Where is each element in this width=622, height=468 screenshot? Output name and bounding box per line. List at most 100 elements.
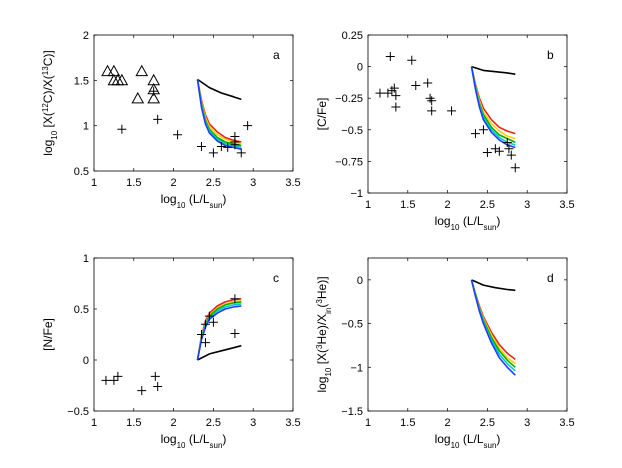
y-tick-label: −1: [350, 362, 363, 374]
plus-marker: [173, 130, 183, 140]
y-tick-label: 1: [83, 253, 89, 265]
y-axis-label: [N/Fe]: [41, 318, 55, 351]
plus-marker: [153, 382, 163, 392]
triangle-marker: [147, 91, 161, 104]
plus-marker: [223, 142, 233, 152]
y-tick-label: −0.5: [341, 319, 363, 331]
series-line-blue: [470, 66, 516, 149]
x-tick-label: 3: [250, 177, 256, 189]
plot-area: [375, 51, 520, 173]
plus-marker: [204, 311, 214, 321]
plus-marker: [200, 338, 210, 348]
plus-marker: [216, 142, 226, 152]
x-tick-label: 1: [91, 417, 97, 429]
y-tick-label: −1.5: [341, 406, 363, 418]
plus-marker: [153, 114, 163, 124]
plus-marker: [385, 51, 395, 61]
x-tick-label: 1.5: [126, 177, 141, 189]
panel-label: d: [547, 271, 554, 285]
y-axis-label: [C/Fe]: [315, 98, 329, 131]
x-tick-label: 3.5: [559, 199, 574, 211]
series-line-black: [197, 344, 242, 361]
plus-marker: [427, 106, 437, 116]
x-axis-label: log10 (L/Lsun): [435, 214, 501, 232]
plus-marker: [101, 375, 111, 385]
y-tick-label: −0.5: [341, 125, 363, 137]
plus-marker: [208, 317, 218, 327]
panel-label: a: [273, 48, 280, 62]
plot-area: [470, 279, 516, 376]
plus-marker: [230, 140, 240, 150]
x-axis-label: log10 (L/Lsun): [435, 432, 501, 450]
panel-c: 1 1.5 2 2.5 3 3.5 −0.5 0 0.5 1 log10 (L/Lsun) [N/Fe…: [41, 253, 301, 450]
triangle-marker: [131, 91, 145, 104]
plus-marker: [391, 102, 401, 112]
x-tick-label: 3.5: [559, 417, 574, 429]
triangle-marker: [135, 64, 149, 77]
plus-marker: [423, 78, 433, 88]
plus-marker: [236, 148, 246, 158]
x-tick-label: 1.5: [400, 199, 415, 211]
plus-marker: [494, 146, 504, 156]
x-tick-label: 3: [524, 417, 530, 429]
axes-box: [93, 34, 294, 172]
plus-marker: [196, 330, 206, 339]
x-tick-label: 2: [171, 417, 177, 429]
axes-box: [93, 257, 294, 412]
x-tick-label: 3: [524, 199, 530, 211]
y-tick-label: −0.5: [67, 406, 89, 418]
plus-marker: [243, 121, 253, 131]
plus-marker: [506, 150, 516, 160]
axes-box: [367, 257, 568, 412]
y-tick-label: 0.5: [74, 166, 89, 178]
x-tick-label: 3.5: [285, 417, 300, 429]
x-tick-label: 1.5: [126, 417, 141, 429]
plus-marker: [389, 83, 399, 93]
series-line-black: [471, 65, 516, 75]
y-tick-label: 1.5: [74, 75, 89, 87]
panel-d: 1 1.5 2 2.5 3 3.5 −1.5 −1 −0.5 0 log10 (L/Lsun) log…: [315, 257, 575, 450]
series-line-black: [197, 78, 242, 101]
panel-label: b: [547, 48, 554, 62]
x-tick-label: 1.5: [400, 417, 415, 429]
plus-marker: [113, 371, 123, 381]
panel-b: 1 1.5 2 2.5 3 3.5 −1 −0.75 −0.5 −0.25 0 0.25 log10 (…: [315, 30, 575, 232]
y-tick-label: −1: [350, 188, 363, 200]
x-tick-label: 2.5: [480, 199, 495, 211]
plot-area: [101, 64, 253, 158]
plus-marker: [117, 124, 127, 134]
plus-marker: [510, 163, 520, 173]
plus-marker: [375, 88, 385, 98]
x-tick-label: 3.5: [285, 177, 300, 189]
triangle-marker: [115, 73, 129, 86]
plus-marker: [407, 55, 417, 65]
y-tick-label: 0.25: [342, 30, 363, 42]
plus-marker: [137, 386, 147, 396]
plus-marker: [502, 137, 512, 147]
x-tick-label: 1: [91, 177, 97, 189]
y-tick-label: 0: [83, 355, 89, 367]
plus-marker: [470, 129, 480, 139]
plus-marker: [411, 81, 421, 91]
panel-label: c: [273, 271, 279, 285]
plot-area: [101, 294, 242, 396]
x-tick-label: 1: [365, 417, 371, 429]
y-tick-label: 2: [83, 30, 89, 42]
x-tick-label: 2.5: [206, 417, 221, 429]
y-tick-label: −0.75: [335, 156, 363, 168]
y-tick-label: 0: [357, 275, 363, 287]
triangle-marker: [101, 64, 114, 77]
plus-marker: [482, 148, 492, 158]
x-tick-label: 3: [250, 417, 256, 429]
plus-marker: [230, 328, 240, 338]
axes-box: [367, 34, 568, 194]
plus-marker: [504, 144, 514, 154]
x-tick-label: 2: [445, 417, 451, 429]
plus-marker: [427, 96, 437, 106]
plus-marker: [208, 148, 218, 158]
x-axis-label: log10 (L/Lsun): [161, 192, 227, 210]
plus-marker: [109, 375, 119, 385]
plus-marker: [200, 319, 210, 329]
